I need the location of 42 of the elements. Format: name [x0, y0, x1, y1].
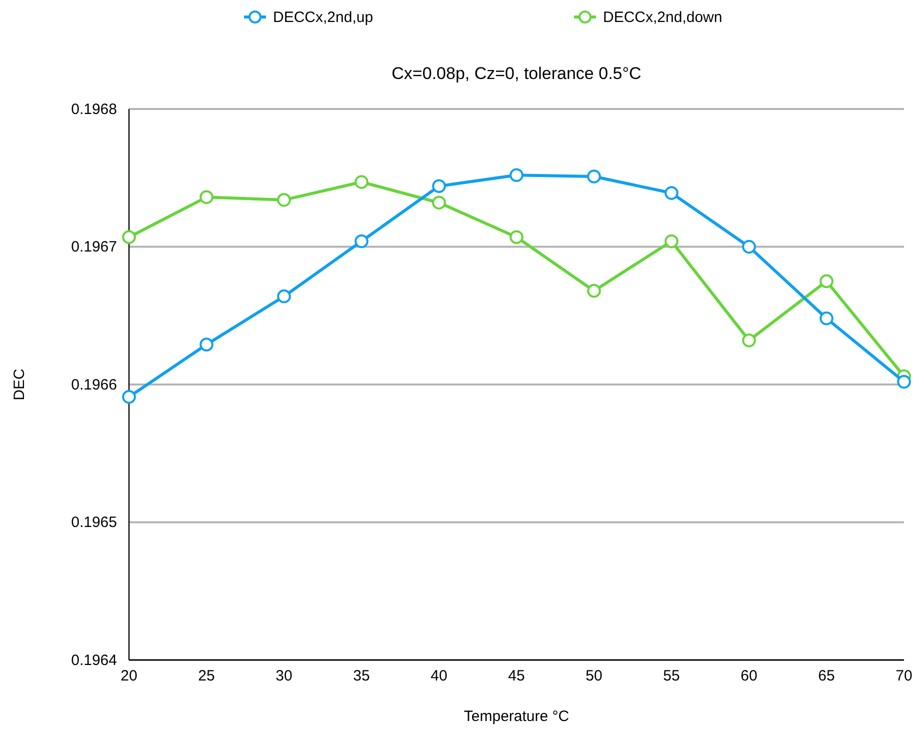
legend-label: DECCx,2nd,down	[603, 9, 722, 26]
point	[742, 334, 756, 348]
x-tick-label: 65	[818, 668, 835, 685]
x-tick-label: 60	[740, 668, 758, 685]
chart-title: Cx=0.08p, Cz=0, tolerance 0.5°C	[392, 64, 642, 83]
point	[897, 374, 911, 389]
legend-label: DECCx,2nd,up	[273, 9, 374, 26]
point	[354, 234, 368, 248]
x-tick-label: 45	[508, 668, 525, 685]
x-tick-label: 35	[353, 668, 370, 685]
x-tick-label: 25	[198, 668, 215, 685]
x-axis-title: Temperature °C	[464, 708, 570, 725]
y-tick-label: 0.1967	[71, 238, 117, 256]
point	[664, 234, 678, 248]
point	[510, 168, 524, 182]
point	[742, 240, 756, 254]
y-tick-label: 0.1966	[71, 376, 117, 394]
point	[122, 390, 136, 404]
y-tick-label: 0.1965	[71, 514, 117, 532]
point	[122, 230, 136, 244]
point	[200, 338, 214, 352]
x-tick-label: 30	[276, 668, 292, 685]
x-tick-label: 50	[586, 668, 602, 685]
point	[587, 170, 601, 184]
point	[432, 196, 446, 210]
point	[510, 230, 524, 244]
point	[820, 274, 834, 288]
point	[200, 190, 214, 204]
point	[354, 175, 368, 189]
x-tick-label: 70	[896, 668, 912, 685]
point	[432, 179, 446, 194]
point	[664, 186, 678, 200]
point	[820, 311, 834, 326]
y-tick-label: 0.1964	[71, 652, 117, 669]
y-axis-title: DEC	[11, 368, 28, 400]
x-tick-label: 40	[430, 668, 448, 685]
x-tick-label: 20	[120, 668, 138, 685]
point	[277, 193, 291, 207]
x-tick-label: 55	[663, 668, 680, 685]
point	[587, 284, 601, 298]
y-tick-label: 0.1968	[71, 100, 117, 118]
point	[277, 289, 291, 304]
